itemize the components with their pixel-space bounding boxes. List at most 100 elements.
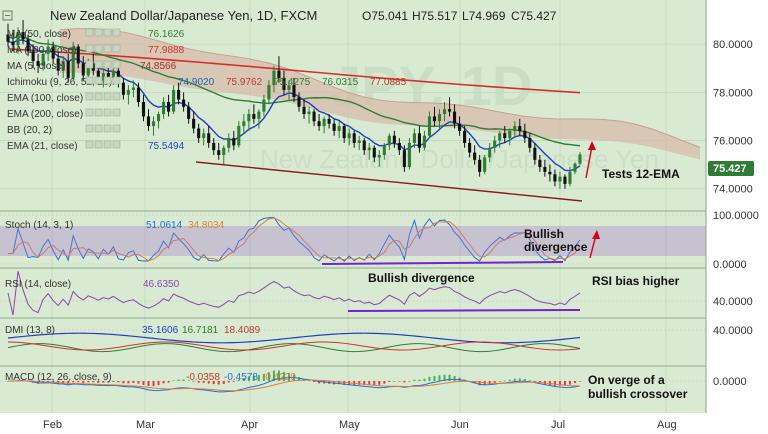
indicator-label: MA (5, close) [7, 61, 65, 72]
candle-body [177, 89, 181, 100]
price-tick-label: 80.0000 [713, 39, 753, 51]
macd-histogram-bar [267, 372, 270, 381]
dmi-pane-label: DMI (13, 8) [5, 325, 55, 336]
macd-histogram-bar [513, 378, 516, 381]
macd-histogram-bar [388, 381, 391, 382]
candle-body [207, 133, 211, 143]
candle-body [172, 89, 176, 112]
candle-body [442, 109, 447, 115]
stoch-overbought-band [0, 226, 706, 256]
dmi-value-adx: 35.1606 [142, 325, 179, 336]
macd-histogram-bar [508, 379, 511, 381]
macd-histogram-bar [398, 381, 401, 382]
stoch-divergence-line [321, 261, 564, 265]
candle-body [493, 140, 497, 148]
rsi-divergence-line [347, 309, 581, 312]
macd-histogram-bar [262, 373, 265, 381]
macd-histogram-bar [172, 380, 175, 381]
collapse-toggle[interactable] [2, 10, 13, 21]
macd-signal-line [7, 379, 581, 392]
price-tick-label: 78.0000 [713, 87, 753, 99]
high-value: H75.517 [412, 9, 458, 23]
indicator-control-icon [112, 108, 121, 117]
macd-histogram-bar [413, 379, 416, 381]
macd-histogram-bar [97, 381, 100, 383]
indicator-control-icon [103, 60, 112, 69]
macd-histogram-bar [573, 381, 576, 383]
price-axis-background [706, 0, 768, 434]
macd-histogram-bar [523, 379, 526, 381]
candle-body [46, 46, 50, 54]
candle-body [407, 142, 411, 168]
candle-body [51, 46, 55, 59]
candle-body [76, 46, 80, 64]
open-value: O75.041 [362, 9, 408, 23]
candle-body [523, 130, 527, 139]
macd-histogram-bar [503, 380, 506, 382]
candle-body [267, 85, 271, 100]
macd-histogram-bar [242, 378, 245, 381]
candle-body [437, 114, 442, 122]
watermark-sub: New Zealand Dollar/Japanese Yen [260, 144, 659, 174]
close-value: C75.427 [511, 9, 557, 23]
macd-histogram-bar [453, 375, 456, 381]
last-price-tag [708, 161, 754, 176]
candle-body [212, 142, 216, 151]
macd-histogram-bar [132, 381, 135, 383]
candle-body [573, 163, 577, 172]
macd-histogram-bar [137, 381, 140, 384]
macd-histogram-bar [67, 381, 70, 385]
indicator-control-icon [94, 60, 103, 69]
macd-histogram-bar [147, 381, 150, 387]
indicator-control-icon [94, 28, 103, 37]
macd-histogram-bar [227, 381, 230, 383]
macd-histogram-bar [568, 381, 571, 385]
stoch-value-d: 34.8034 [188, 220, 225, 231]
candle-body [307, 111, 311, 115]
macd-histogram-bar [142, 381, 145, 385]
macd-histogram-bar [373, 381, 376, 386]
macd-histogram-bar [423, 378, 426, 381]
candle-body [498, 133, 502, 141]
macd-histogram-bar [62, 381, 65, 384]
annotation-arrow-price [585, 145, 593, 179]
candle-body [432, 116, 437, 122]
indicator-control-icon [85, 76, 94, 85]
macd-value-macd: -0.4578 [224, 372, 258, 383]
candle-body [347, 133, 351, 139]
indicator-control-icon [112, 44, 121, 53]
candle-body [342, 126, 346, 139]
indicator-value: 74.8566 [140, 61, 177, 72]
time-axis[interactable]: Feb Mar Apr May Jun Jul Aug [43, 419, 677, 431]
indicator-value: 75.5494 [148, 141, 185, 152]
macd-histogram-bar [167, 381, 170, 383]
indicator-control-icon [94, 76, 103, 85]
candle-body [252, 114, 256, 119]
osc-tick-label: 100.0000 [713, 210, 759, 222]
candle-body [578, 154, 582, 164]
price-tick-label: 74.0000 [713, 184, 753, 196]
macd-histogram-bar [112, 381, 115, 382]
chart-header: New Zealand Dollar/Japanese Yen, 1D, FXC… [2, 8, 557, 23]
symbol-title[interactable]: New Zealand Dollar/Japanese Yen, 1D, FXC… [50, 8, 317, 23]
candle-body [242, 121, 246, 127]
annotation-stoch-line1: Bullish [524, 227, 564, 241]
macd-value-signal: -0.4220 [262, 372, 296, 383]
annotation-arrow-price-head [588, 141, 596, 150]
indicator-value: 74.9020 [178, 77, 215, 88]
macd-histogram-bar [127, 381, 130, 384]
macd-histogram-bar [308, 380, 311, 382]
macd-histogram-bar [298, 376, 301, 381]
macd-histogram-bar [383, 381, 386, 384]
indicator-control-icon [94, 140, 103, 149]
price-axis[interactable]: 80.0000 78.0000 76.0000 74.0000 100.0000 0.00… [713, 39, 759, 388]
osc-tick-label: 40.0000 [713, 325, 753, 337]
macd-histogram-bar [478, 381, 481, 386]
candle-body [488, 147, 492, 158]
annotation-macd-line1: On verge of a [588, 373, 665, 387]
last-price-tag-value: 75.427 [713, 163, 747, 175]
indicator-control-icon [85, 44, 94, 53]
candle-body [332, 123, 336, 131]
candle-body [463, 130, 467, 143]
time-tick-label: Mar [136, 419, 155, 431]
